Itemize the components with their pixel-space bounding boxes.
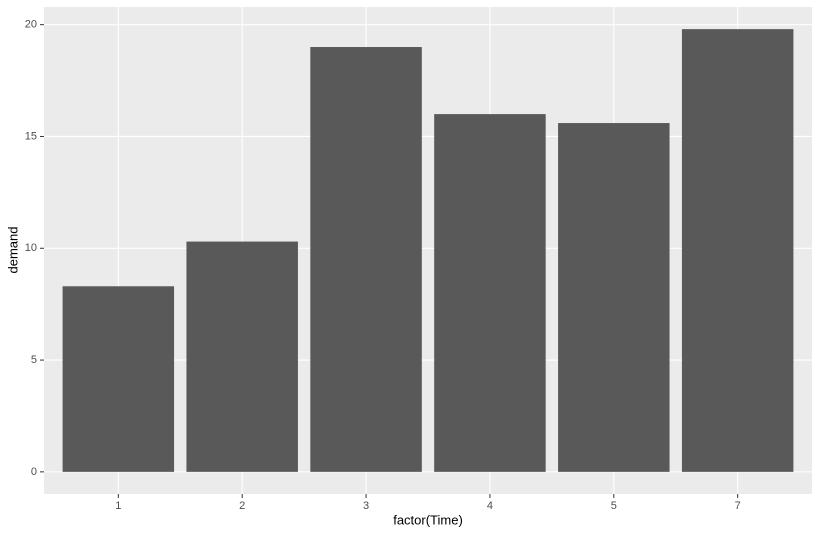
x-axis-title: factor(Time) [393, 512, 463, 527]
bar [62, 286, 175, 472]
bar [434, 114, 546, 472]
x-tick-label: 7 [735, 500, 741, 512]
x-tick-label: 3 [363, 500, 369, 512]
bar [558, 123, 670, 472]
y-axis-title: demand [5, 227, 20, 274]
bar [310, 47, 422, 472]
x-tick-label: 4 [487, 500, 493, 512]
x-tick-label: 5 [611, 500, 617, 512]
y-tick-label: 0 [31, 466, 37, 478]
y-tick-label: 15 [25, 130, 37, 142]
y-tick-label: 5 [31, 354, 37, 366]
y-tick-label: 10 [25, 242, 37, 254]
bar [186, 241, 298, 472]
y-tick-label: 20 [25, 19, 37, 31]
x-tick-label: 1 [115, 500, 121, 512]
x-tick-label: 2 [239, 500, 245, 512]
bar [681, 29, 794, 472]
